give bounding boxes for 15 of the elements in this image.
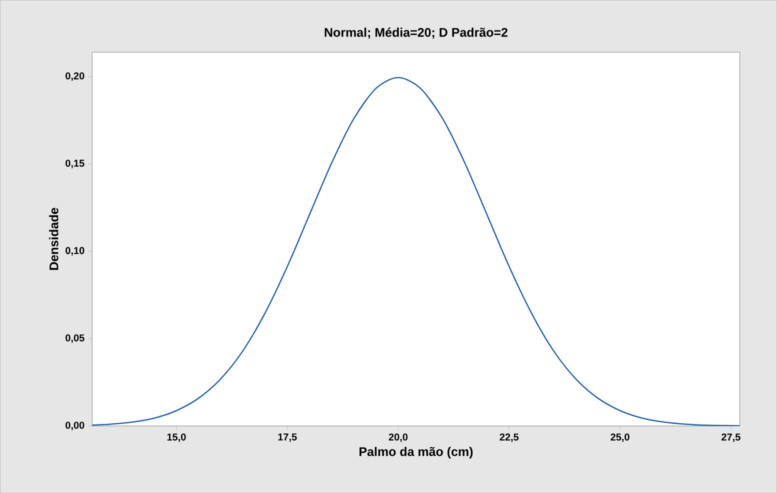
x-tick-label: 20,0: [388, 433, 408, 442]
x-axis-title: Palmo da mão (cm): [360, 446, 473, 458]
line-series: [92, 76, 740, 426]
y-tick-label: 0,00: [66, 422, 84, 430]
x-tick-label: 22,5: [500, 433, 519, 442]
x-tick-label: 17,5: [278, 433, 297, 442]
chart-title: Normal; Média=20; D Padrão=2: [324, 27, 508, 39]
x-tick-label: 27,5: [722, 433, 740, 442]
x-tick-label: 25,0: [610, 433, 630, 442]
y-tick-label: 0,05: [66, 334, 84, 343]
x-tick-label: 15,0: [167, 433, 186, 442]
y-tick-label: 0,10: [66, 246, 84, 256]
y-axis-title: Densidade: [49, 208, 58, 270]
y-tick-label: 0,20: [66, 72, 84, 81]
y-tick-label: 0,15: [66, 160, 84, 168]
